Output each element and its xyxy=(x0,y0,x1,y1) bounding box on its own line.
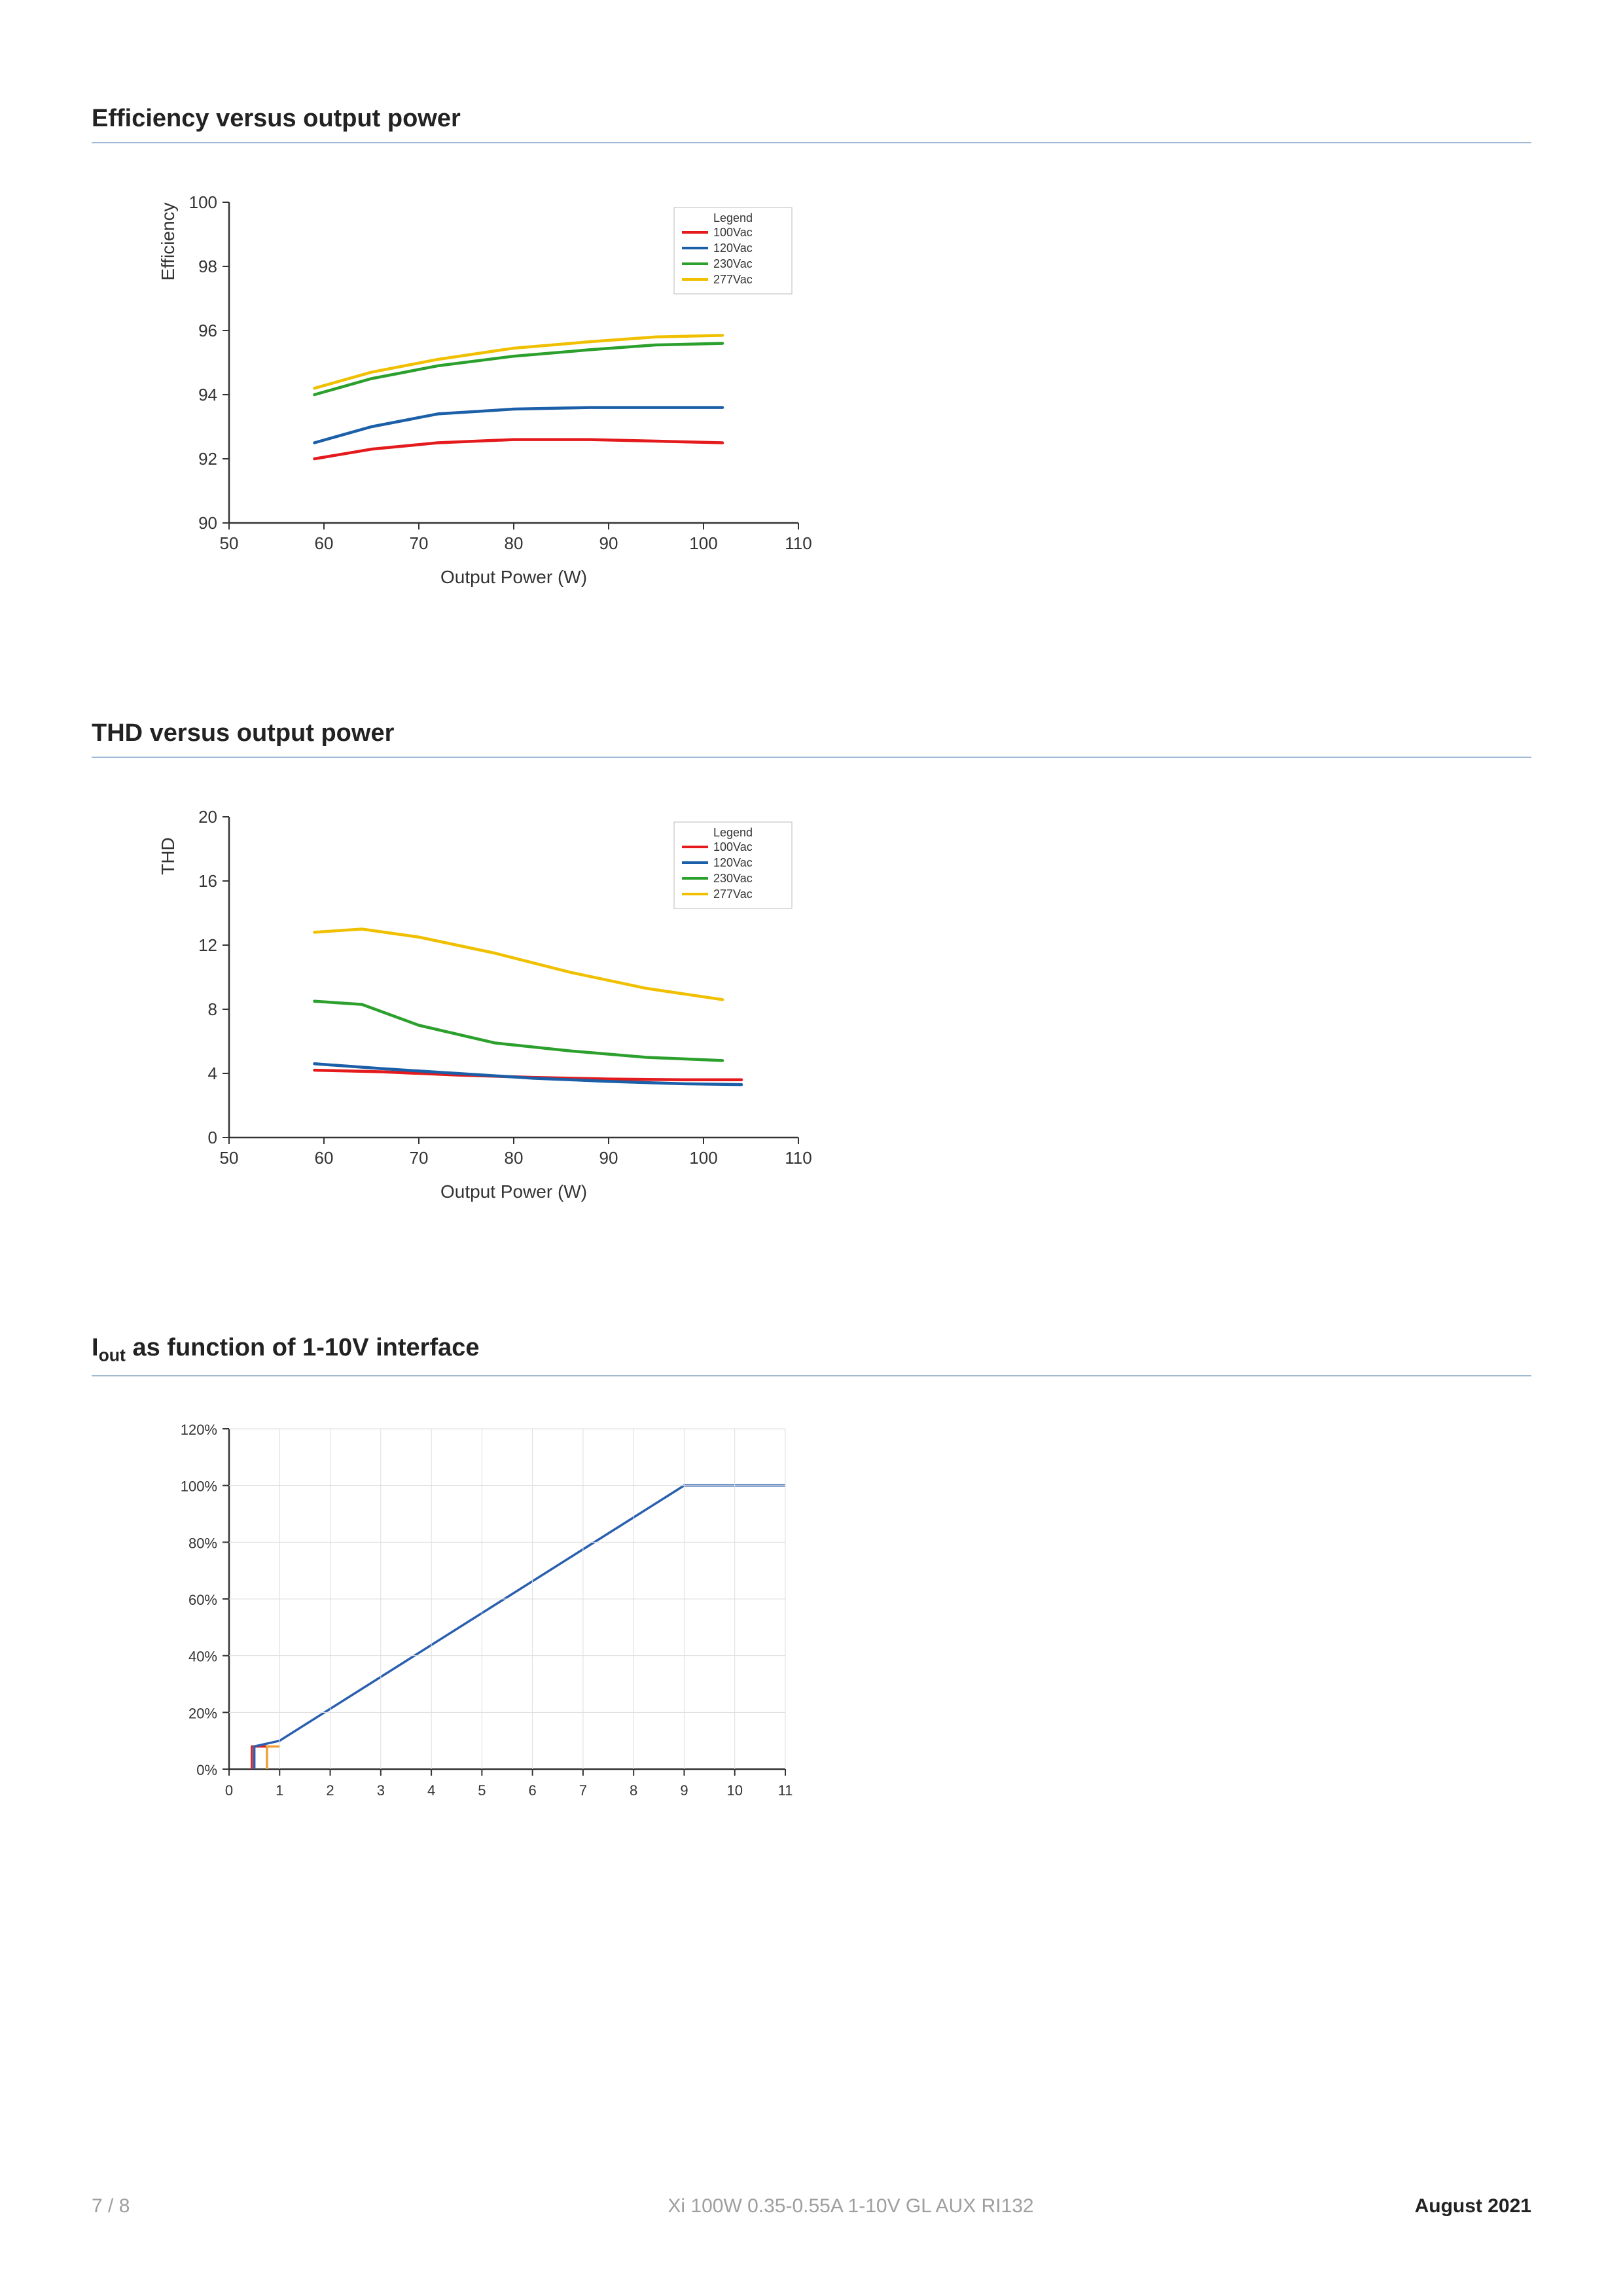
svg-text:70: 70 xyxy=(410,533,429,553)
svg-text:70: 70 xyxy=(410,1148,429,1168)
svg-text:Efficiency: Efficiency xyxy=(158,202,178,280)
svg-text:1: 1 xyxy=(276,1782,283,1799)
svg-text:90: 90 xyxy=(599,533,618,553)
section-title: Efficiency versus output power xyxy=(92,105,1531,143)
svg-text:Output Power (W): Output Power (W) xyxy=(440,567,587,587)
svg-text:Output Power (W): Output Power (W) xyxy=(440,1181,587,1202)
svg-text:110: 110 xyxy=(785,533,812,553)
svg-text:100Vac: 100Vac xyxy=(713,840,753,853)
svg-text:12: 12 xyxy=(198,935,217,955)
svg-text:94: 94 xyxy=(198,385,217,404)
svg-text:60: 60 xyxy=(315,533,334,553)
svg-text:100: 100 xyxy=(689,1148,717,1168)
svg-text:100: 100 xyxy=(689,533,717,553)
svg-text:120%: 120% xyxy=(181,1422,217,1438)
svg-text:80: 80 xyxy=(505,1148,524,1168)
svg-text:60%: 60% xyxy=(188,1592,217,1608)
svg-text:8: 8 xyxy=(630,1782,637,1799)
svg-text:92: 92 xyxy=(198,449,217,469)
svg-text:4: 4 xyxy=(208,1064,217,1083)
svg-text:11: 11 xyxy=(778,1782,793,1799)
svg-text:230Vac: 230Vac xyxy=(713,872,753,885)
svg-text:5: 5 xyxy=(478,1782,486,1799)
product-code: Xi 100W 0.35-0.55A 1-10V GL AUX RI132 xyxy=(668,2195,1033,2217)
svg-text:16: 16 xyxy=(198,871,217,891)
svg-text:10: 10 xyxy=(726,1782,742,1799)
svg-text:90: 90 xyxy=(198,513,217,533)
svg-text:Legend: Legend xyxy=(713,211,753,224)
svg-text:0: 0 xyxy=(225,1782,233,1799)
svg-text:100%: 100% xyxy=(181,1478,217,1494)
footer-date: August 2021 xyxy=(1415,2195,1531,2217)
svg-text:0: 0 xyxy=(208,1128,217,1147)
svg-text:90: 90 xyxy=(599,1148,618,1168)
svg-text:96: 96 xyxy=(198,321,217,340)
svg-text:2: 2 xyxy=(326,1782,334,1799)
section-title: Iout as function of 1-10V interface xyxy=(92,1334,1531,1376)
svg-text:6: 6 xyxy=(529,1782,537,1799)
iout-chart: 0 1 2 3 4 5 6 7 8 9 10 11 0% 20% 40% 60% 80% 100% 120% xyxy=(151,1416,818,1808)
svg-text:98: 98 xyxy=(198,257,217,276)
svg-text:110: 110 xyxy=(785,1148,812,1168)
svg-text:THD: THD xyxy=(158,837,178,875)
section-thd: THD versus output power 5060708090100110… xyxy=(92,719,1531,1216)
svg-text:20: 20 xyxy=(198,807,217,827)
svg-text:8: 8 xyxy=(208,999,217,1019)
svg-text:40%: 40% xyxy=(188,1648,217,1664)
svg-text:4: 4 xyxy=(427,1782,435,1799)
svg-text:Legend: Legend xyxy=(713,826,753,839)
efficiency-chart: 50 60 70 80 90 100 110 90 92 94 96 98 100 Output Powe… xyxy=(151,183,818,601)
svg-text:120Vac: 120Vac xyxy=(713,856,753,869)
svg-text:100: 100 xyxy=(189,192,217,212)
section-iout: Iout as function of 1-10V interface 0 1 2 3… xyxy=(92,1334,1531,1808)
section-title: THD versus output power xyxy=(92,719,1531,758)
page-number: 7 / 8 xyxy=(92,2195,130,2217)
svg-text:60: 60 xyxy=(315,1148,334,1168)
svg-text:120Vac: 120Vac xyxy=(713,242,753,255)
svg-text:277Vac: 277Vac xyxy=(713,888,753,901)
svg-text:0%: 0% xyxy=(196,1762,217,1778)
svg-text:20%: 20% xyxy=(188,1705,217,1721)
svg-text:80%: 80% xyxy=(188,1535,217,1551)
svg-text:50: 50 xyxy=(220,1148,239,1168)
svg-text:7: 7 xyxy=(579,1782,587,1799)
page-footer: 7 / 8 Xi 100W 0.35-0.55A 1-10V GL AUX RI… xyxy=(92,2195,1531,2217)
svg-text:3: 3 xyxy=(377,1782,385,1799)
svg-text:9: 9 xyxy=(680,1782,688,1799)
section-efficiency: Efficiency versus output power 50 60 70 80 9… xyxy=(92,105,1531,601)
thd-chart: 50 60 70 80 90 100 110 0 4 8 12 16 20 Output Power (W… xyxy=(151,797,818,1216)
svg-text:277Vac: 277Vac xyxy=(713,273,753,286)
svg-text:100Vac: 100Vac xyxy=(713,226,753,239)
svg-text:80: 80 xyxy=(505,533,524,553)
svg-text:230Vac: 230Vac xyxy=(713,257,753,270)
svg-text:50: 50 xyxy=(220,533,239,553)
